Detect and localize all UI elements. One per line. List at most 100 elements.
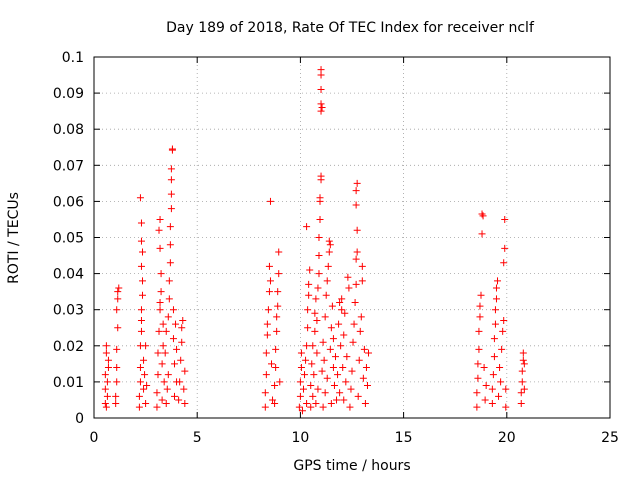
- data-point: [490, 335, 498, 343]
- data-point: [264, 306, 272, 314]
- data-point: [161, 349, 169, 357]
- data-point: [154, 371, 162, 379]
- data-point: [360, 345, 368, 353]
- data-point: [159, 342, 167, 350]
- data-point: [502, 403, 510, 411]
- data-point: [313, 317, 321, 325]
- data-point: [136, 194, 144, 202]
- data-point: [518, 367, 526, 375]
- data-point: [305, 291, 313, 299]
- data-point: [303, 223, 311, 231]
- data-point: [496, 363, 504, 371]
- data-point: [353, 226, 361, 234]
- data-point: [482, 382, 490, 390]
- data-point: [139, 291, 147, 299]
- data-point: [302, 356, 310, 364]
- y-tick-label: 0.04: [53, 267, 84, 283]
- data-point: [168, 146, 176, 154]
- data-point: [112, 400, 120, 408]
- data-point: [272, 363, 280, 371]
- data-point: [359, 374, 367, 382]
- data-point: [154, 349, 162, 357]
- data-point: [137, 327, 145, 335]
- data-point: [339, 363, 347, 371]
- data-point: [473, 403, 481, 411]
- data-point: [501, 244, 509, 252]
- grid: [94, 57, 610, 418]
- data-point: [333, 396, 341, 404]
- data-point: [323, 374, 331, 382]
- data-point: [491, 306, 499, 314]
- y-tick-label: 0.02: [53, 339, 84, 355]
- data-point: [311, 309, 319, 317]
- data-point: [114, 288, 122, 296]
- data-point: [262, 349, 270, 357]
- data-point: [101, 385, 109, 393]
- data-point: [159, 320, 167, 328]
- data-point: [158, 396, 166, 404]
- data-point: [140, 385, 148, 393]
- data-point: [164, 313, 172, 321]
- data-point: [492, 295, 500, 303]
- data-point: [160, 378, 168, 386]
- data-point: [331, 353, 339, 361]
- data-point: [263, 331, 271, 339]
- data-point: [353, 179, 361, 187]
- data-point: [272, 345, 280, 353]
- data-point: [311, 327, 319, 335]
- data-point: [337, 342, 345, 350]
- data-point: [141, 371, 149, 379]
- data-point: [153, 389, 161, 397]
- data-point: [297, 349, 305, 357]
- y-tick-label: 0.03: [53, 303, 84, 319]
- data-point: [502, 385, 510, 393]
- data-point: [519, 356, 527, 364]
- data-point: [477, 291, 485, 299]
- chart-title: Day 189 of 2018, Rate Of TEC Index for r…: [166, 20, 535, 36]
- y-tick-label: 0.06: [53, 194, 84, 210]
- data-point: [348, 367, 356, 375]
- data-point: [170, 360, 178, 368]
- data-point: [316, 194, 324, 202]
- data-point: [325, 237, 333, 245]
- data-point: [334, 371, 342, 379]
- data-point: [314, 385, 322, 393]
- y-tick-label: 0: [75, 411, 84, 427]
- data-point: [362, 363, 370, 371]
- data-point: [156, 215, 164, 223]
- y-tick-labels: 0 0.01 0.02 0.03 0.04 0.05 0.06 0.07 0.08 0.09 0.1: [53, 50, 84, 427]
- data-point: [474, 374, 482, 382]
- data-point: [172, 320, 180, 328]
- data-point: [261, 403, 269, 411]
- data-point: [330, 382, 338, 390]
- x-tick-labels: 0 5 10 15 20 25: [90, 430, 619, 446]
- data-points: [101, 66, 528, 415]
- data-point: [181, 367, 189, 375]
- y-tick-label: 0.1: [62, 50, 84, 66]
- data-point: [180, 385, 188, 393]
- data-point: [354, 392, 362, 400]
- data-point: [309, 392, 317, 400]
- x-tick-label: 20: [498, 430, 516, 446]
- data-point: [114, 324, 122, 332]
- data-point: [338, 306, 346, 314]
- data-point: [112, 392, 120, 400]
- data-point: [319, 338, 327, 346]
- data-point: [137, 219, 145, 227]
- data-point: [361, 400, 369, 408]
- data-point: [102, 342, 110, 350]
- data-point: [476, 302, 484, 310]
- y-tick-label: 0.07: [53, 158, 84, 174]
- data-point: [494, 277, 502, 285]
- data-point: [480, 363, 488, 371]
- data-point: [178, 338, 186, 346]
- data-point: [274, 302, 282, 310]
- data-point: [166, 259, 174, 267]
- data-point: [319, 403, 327, 411]
- data-point: [155, 226, 163, 234]
- data-point: [176, 378, 184, 386]
- data-point: [136, 363, 144, 371]
- data-point: [352, 280, 360, 288]
- data-point: [340, 331, 348, 339]
- data-point: [318, 367, 326, 375]
